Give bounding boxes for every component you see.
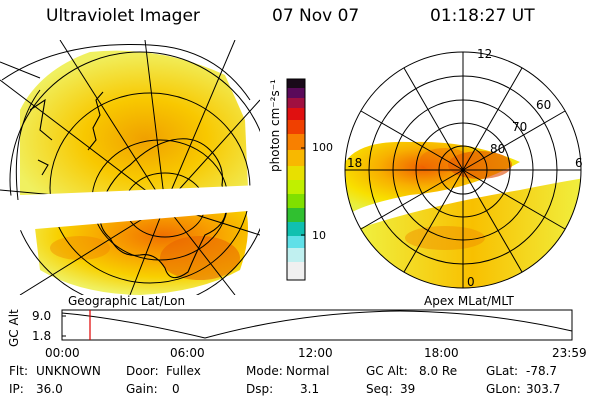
time-tick-0000: 00:00 bbox=[45, 346, 80, 360]
altitude-plot bbox=[61, 309, 573, 341]
data-gap bbox=[0, 185, 260, 232]
observation-time: 01:18:27 UT bbox=[430, 6, 535, 26]
colorbar-unit-label: photon cm⁻²s⁻¹ bbox=[268, 79, 282, 172]
colorbar-tick-10: 10 bbox=[312, 229, 326, 242]
info-dsp-value: 3.1 bbox=[300, 382, 320, 396]
mlt-label-0: 0 bbox=[467, 275, 475, 289]
colorbar-tick-100: 100 bbox=[312, 141, 333, 154]
upper-aurora-band bbox=[20, 50, 248, 198]
altitude-ytick-high: 9.0 bbox=[32, 309, 52, 323]
info-mode-value: Normal bbox=[286, 364, 330, 378]
info-glat-label: GLat: bbox=[486, 364, 519, 378]
mlt-label-6: 6 bbox=[575, 156, 583, 170]
time-tick-1800: 18:00 bbox=[424, 346, 459, 360]
info-glon-value: 303.7 bbox=[526, 382, 561, 396]
info-door-value: Fullex bbox=[166, 364, 201, 378]
info-glat-value: -78.7 bbox=[526, 364, 558, 378]
info-gain-label: Gain: bbox=[126, 382, 158, 396]
colorbar bbox=[286, 78, 306, 281]
polar-map bbox=[344, 51, 582, 289]
info-seq-label: Seq: bbox=[366, 382, 393, 396]
info-gain-value: 0 bbox=[172, 382, 180, 396]
altitude-ytick-low: 1.8 bbox=[32, 329, 52, 343]
polar-grid bbox=[344, 51, 582, 289]
info-ip-value: 36.0 bbox=[36, 382, 63, 396]
info-door-label: Door: bbox=[126, 364, 159, 378]
time-tick-2359: 23:59 bbox=[552, 346, 587, 360]
geographic-map bbox=[0, 40, 260, 295]
info-seq-value: 39 bbox=[400, 382, 416, 396]
altitude-plot-frame bbox=[61, 309, 573, 341]
right-panel-caption: Apex MLat/MLT bbox=[424, 294, 514, 308]
info-flt-label: Flt: bbox=[9, 364, 28, 378]
info-glon-label: GLon: bbox=[486, 382, 521, 396]
time-tick-1200: 12:00 bbox=[298, 346, 333, 360]
bright-patch bbox=[160, 236, 240, 280]
time-tick-0600: 06:00 bbox=[170, 346, 205, 360]
bright-patch bbox=[50, 236, 110, 260]
info-ip-label: IP: bbox=[9, 382, 24, 396]
mlat-label-60: 60 bbox=[536, 98, 552, 112]
left-panel-caption: Geographic Lat/Lon bbox=[68, 294, 186, 308]
altitude-axis-label: GC Alt bbox=[7, 309, 21, 347]
instrument-title: Ultraviolet Imager bbox=[46, 6, 200, 26]
altitude-curve bbox=[61, 310, 573, 339]
mlt-label-12: 12 bbox=[477, 47, 493, 61]
info-gcalt-label: GC Alt: bbox=[366, 364, 408, 378]
info-dsp-label: Dsp: bbox=[246, 382, 274, 396]
mlt-label-18: 18 bbox=[347, 156, 363, 170]
observation-date: 07 Nov 07 bbox=[272, 6, 360, 26]
mlat-label-70: 70 bbox=[512, 120, 528, 134]
info-flt-value: UNKNOWN bbox=[36, 364, 101, 378]
info-gcalt-value: 8.0 Re bbox=[419, 364, 458, 378]
mlat-label-80: 80 bbox=[490, 142, 506, 156]
info-mode-label: Mode: bbox=[246, 364, 283, 378]
